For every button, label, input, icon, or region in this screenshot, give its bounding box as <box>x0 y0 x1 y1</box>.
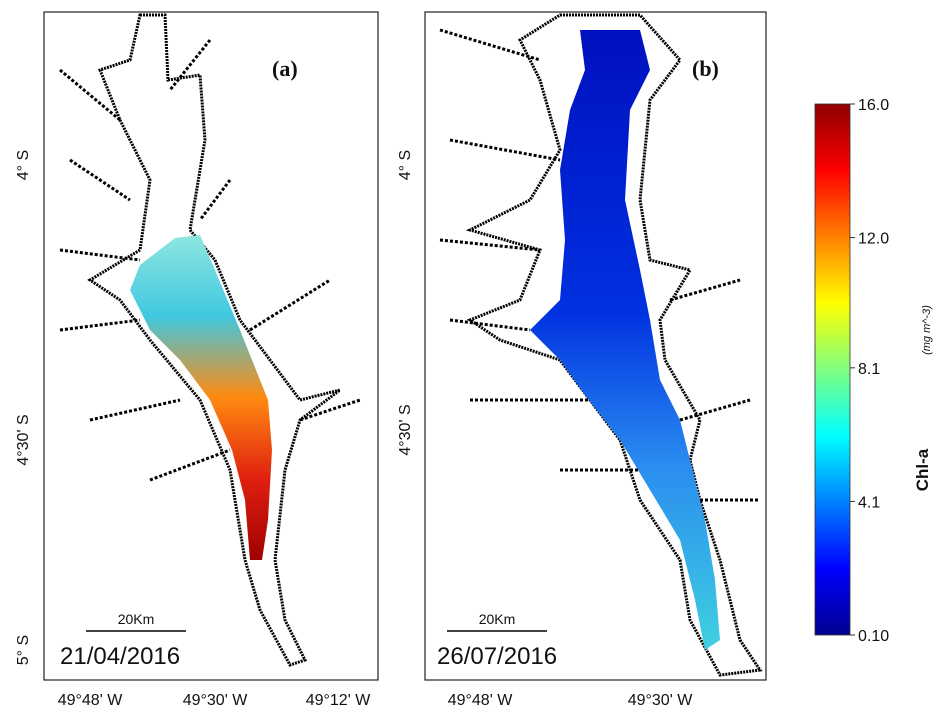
latitude-label: 4°30' S <box>397 404 414 455</box>
panel-label: (b) <box>692 56 719 81</box>
latitude-label: 4° S <box>397 150 414 180</box>
longitude-label: 49°48' W <box>58 692 123 709</box>
map-frame <box>424 11 767 681</box>
map-frame <box>43 11 379 681</box>
colorbar <box>814 103 851 636</box>
date-label: 26/07/2016 <box>437 643 557 670</box>
latitude-label: 5° S <box>15 635 32 665</box>
longitude-label: 49°12' W <box>306 692 371 709</box>
longitude-label: 49°30' W <box>183 692 248 709</box>
colorbar-tick-label: 8.1 <box>858 361 880 378</box>
scale-bar-label: 20Km <box>479 611 516 627</box>
panel-a: 20Km 21/04/2016 (a) <box>43 11 379 681</box>
longitude-label: 49°30' W <box>628 692 693 709</box>
colorbar-tick-label: 16.0 <box>858 97 889 114</box>
colorbar-tick-label: 0.10 <box>858 628 889 645</box>
latitude-label: 4°30' S <box>15 414 32 465</box>
latitude-label: 4° S <box>15 150 32 180</box>
chlorophyll-field <box>130 235 272 560</box>
tributaries <box>439 28 760 502</box>
scale-bar-label: 20Km <box>118 611 155 627</box>
date-label: 21/04/2016 <box>60 643 180 670</box>
colorbar-tick-label: 4.1 <box>858 494 880 511</box>
tributaries <box>59 39 361 482</box>
panel-label: (a) <box>272 56 298 81</box>
chlorophyll-field <box>530 30 720 650</box>
panel-b: 20Km 26/07/2016 (b) <box>424 11 767 681</box>
longitude-label: 49°48' W <box>448 692 513 709</box>
colorbar-title: Chl-a <box>913 448 932 491</box>
colorbar-tick-label: 12.0 <box>858 231 889 248</box>
colorbar-units: (mg m^-3) <box>921 305 933 355</box>
